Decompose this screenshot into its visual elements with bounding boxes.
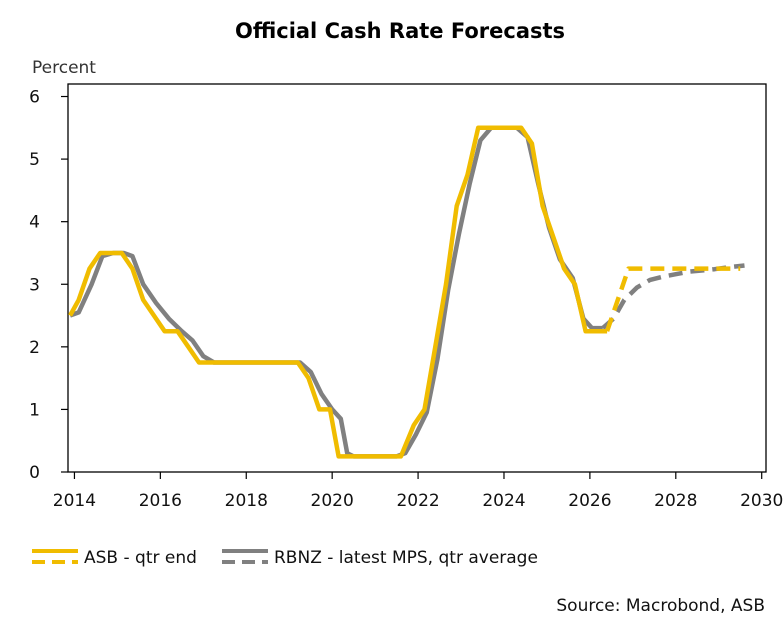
y-tick-label: 1 bbox=[29, 400, 40, 420]
x-tick-label: 2020 bbox=[311, 491, 354, 511]
x-tick-label: 2014 bbox=[53, 491, 96, 511]
y-tick-label: 4 bbox=[29, 213, 40, 233]
x-tick-label: 2030 bbox=[740, 491, 783, 511]
legend: ASB - qtr end RBNZ - latest MPS, qtr ave… bbox=[32, 548, 538, 568]
x-axis: 2014 2016 2018 2020 2022 2024 2026 2028 2030 bbox=[53, 472, 783, 511]
y-axis-label: Percent bbox=[32, 58, 96, 78]
legend-label-rbnz: RBNZ - latest MPS, qtr average bbox=[274, 548, 538, 568]
y-tick-label: 6 bbox=[29, 88, 40, 108]
series-line-rbnz-forecast bbox=[601, 263, 745, 330]
series-layer bbox=[68, 125, 745, 459]
series-line-rbnz-actual bbox=[69, 125, 603, 459]
y-tick-label: 0 bbox=[29, 463, 40, 483]
x-tick-label: 2026 bbox=[568, 491, 611, 511]
y-axis: 0 1 2 3 4 5 6 bbox=[29, 88, 68, 483]
plot-frame bbox=[67, 83, 767, 473]
y-tick-label: 5 bbox=[29, 150, 40, 170]
x-tick-label: 2028 bbox=[654, 491, 697, 511]
y-tick-label: 3 bbox=[29, 275, 40, 295]
chart-title: Official Cash Rate Forecasts bbox=[235, 19, 565, 43]
x-tick-label: 2022 bbox=[396, 491, 439, 511]
x-tick-label: 2018 bbox=[225, 491, 268, 511]
series-line-asb-actual bbox=[68, 125, 608, 459]
legend-swatch-rbnz bbox=[222, 549, 268, 564]
x-tick-label: 2024 bbox=[482, 491, 525, 511]
legend-label-asb: ASB - qtr end bbox=[84, 548, 197, 568]
y-tick-label: 2 bbox=[29, 338, 40, 358]
series-line-asb-forecast bbox=[604, 266, 741, 332]
source-note: Source: Macrobond, ASB bbox=[556, 596, 765, 616]
legend-swatch-asb bbox=[32, 549, 78, 564]
x-tick-label: 2016 bbox=[139, 491, 182, 511]
